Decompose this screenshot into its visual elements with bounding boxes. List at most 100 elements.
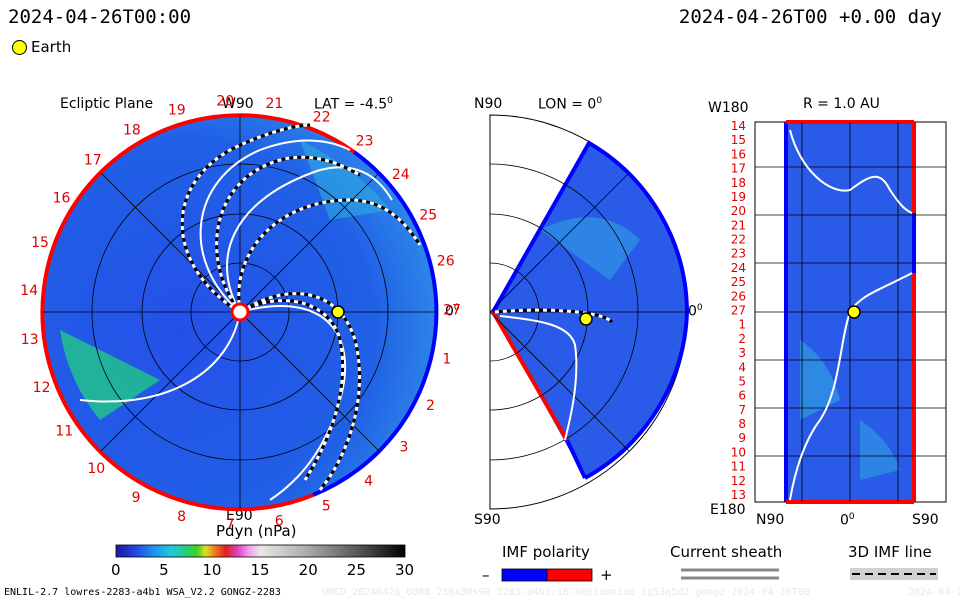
sector-number-9: 9 <box>132 490 141 506</box>
current-sheath-legend <box>681 568 779 580</box>
rplane-y-label-24: 24 <box>731 261 746 275</box>
rplane-y-label-4: 4 <box>738 360 746 374</box>
rplane-w180-label: W180 <box>708 100 749 116</box>
rplane-y-label-10: 10 <box>731 445 746 459</box>
ecliptic-negative-polarity-arc <box>312 150 439 497</box>
sector-number-25: 25 <box>419 208 437 224</box>
run-time-left: 2024-04-26T00:00 <box>8 6 192 28</box>
earth-marker-meridional <box>579 312 593 326</box>
meridional-plane-panel <box>489 114 689 510</box>
footer-run-id: UNCD_20240426_0808_256x30x90_2283-a4b1.1… <box>322 587 810 598</box>
sector-number-24: 24 <box>392 167 410 183</box>
rplane-y-label-22: 22 <box>731 233 746 247</box>
imf-line-title: 3D IMF line <box>848 543 932 561</box>
earth-marker-icon <box>12 40 27 55</box>
rplane-y-label-2: 2 <box>738 332 746 346</box>
ecliptic-e90-label: E90 <box>226 508 253 524</box>
rplane-y-label-11: 11 <box>731 460 746 474</box>
sector-number-5: 5 <box>322 499 331 515</box>
sector-number-7: 7 <box>226 517 235 533</box>
rplane-y-label-19: 19 <box>731 190 746 204</box>
sector-number-16: 16 <box>53 191 71 207</box>
sector-number-3: 3 <box>400 439 409 455</box>
high-pressure-region <box>60 330 160 420</box>
sector-number-19: 19 <box>168 103 186 119</box>
sector-number-23: 23 <box>356 134 374 150</box>
sector-number-27: 27 <box>443 303 461 319</box>
meridional-positive-edge <box>491 310 569 442</box>
sector-number-18: 18 <box>123 123 141 139</box>
colorbar <box>115 544 406 558</box>
rplane-x-label-s90: S90 <box>912 512 939 528</box>
rplane-y-label-12: 12 <box>731 474 746 488</box>
meridional-s90-label: S90 <box>474 512 501 528</box>
rplane-panel: 1415161718192021222324252627123456789101… <box>731 119 947 504</box>
rplane-y-label-25: 25 <box>731 275 746 289</box>
current-sheath-title: Current sheath <box>670 543 783 561</box>
sector-number-22: 22 <box>313 109 331 125</box>
sector-number-13: 13 <box>21 332 39 348</box>
sector-number-12: 12 <box>33 380 51 396</box>
sector-number-10: 10 <box>87 461 105 477</box>
rplane-y-label-1: 1 <box>738 318 746 332</box>
imf-plus-label: + <box>600 566 613 584</box>
colorbar-tick-20: 20 <box>298 561 318 579</box>
sector-number-6: 6 <box>275 513 284 529</box>
imf-minus-label: – <box>482 566 490 584</box>
imf-polarity-title: IMF polarity <box>502 543 590 561</box>
colorbar-title: Pdyn (nPa) <box>216 522 297 540</box>
rplane-y-label-20: 20 <box>731 204 746 218</box>
rplane-y-label-17: 17 <box>731 162 746 176</box>
colorbar-tick-5: 5 <box>159 561 169 579</box>
meridional-n90-label: N90 <box>474 96 503 112</box>
sector-number-17: 17 <box>84 153 102 169</box>
sector-number-14: 14 <box>20 283 38 299</box>
ecliptic-zero-label: 00 <box>445 303 460 320</box>
rplane-y-label-18: 18 <box>731 176 746 190</box>
sector-number-4: 4 <box>364 474 373 490</box>
rplane-y-label-23: 23 <box>731 247 746 261</box>
sector-number-11: 11 <box>55 424 73 440</box>
rplane-y-labels: 1415161718192021222324252627123456789101… <box>731 119 746 502</box>
footer-run-date: 2024-04-27 <box>908 587 960 598</box>
ecliptic-positive-polarity-arc <box>40 113 356 512</box>
rplane-y-label-26: 26 <box>731 289 746 303</box>
earth-marker-ecliptic <box>331 305 345 319</box>
rplane-x-label-n90: N90 <box>756 512 785 528</box>
current-sheath-lines <box>79 139 393 501</box>
colorbar-gradient <box>115 544 406 558</box>
colorbar-tick-15: 15 <box>250 561 270 579</box>
sun-marker <box>230 302 250 322</box>
sector-number-15: 15 <box>31 235 49 251</box>
sector-number-8: 8 <box>177 509 186 525</box>
rplane-title: R = 1.0 AU <box>803 96 880 112</box>
rplane-y-label-14: 14 <box>731 119 746 133</box>
earth-marker-rplane <box>847 305 861 319</box>
rplane-e180-label: E180 <box>710 502 746 518</box>
rplane-y-label-7: 7 <box>738 403 746 417</box>
rplane-y-label-8: 8 <box>738 417 746 431</box>
ecliptic-title: Ecliptic Plane <box>60 96 154 112</box>
rplane-y-label-27: 27 <box>731 304 746 318</box>
rplane-y-label-9: 9 <box>738 431 746 445</box>
sector-number-26: 26 <box>437 254 455 270</box>
rplane-y-label-21: 21 <box>731 218 746 232</box>
rplane-y-label-16: 16 <box>731 147 746 161</box>
sector-number-2: 2 <box>426 398 435 414</box>
imf-field-lines <box>180 123 422 491</box>
sector-number-21: 21 <box>265 96 283 112</box>
meridional-lon-label: LON = 00 <box>538 96 603 113</box>
ecliptic-lat-label: LAT = -4.50 <box>314 96 393 113</box>
colorbar-tick-10: 10 <box>202 561 222 579</box>
footer-model-info: ENLIL-2.7 lowres-2283-a4b1 WSA_V2.2 GONG… <box>4 587 281 598</box>
imf-polarity-legend <box>501 568 593 582</box>
ecliptic-w90-label: W90 <box>222 96 254 112</box>
sector-number-20: 20 <box>216 94 234 110</box>
meridional-zero-label: 00 <box>688 303 703 320</box>
rplane-x-label-zero: 00 <box>840 512 855 529</box>
rplane-y-label-13: 13 <box>731 488 746 502</box>
sector-number-1: 1 <box>442 352 451 368</box>
rplane-y-label-3: 3 <box>738 346 746 360</box>
